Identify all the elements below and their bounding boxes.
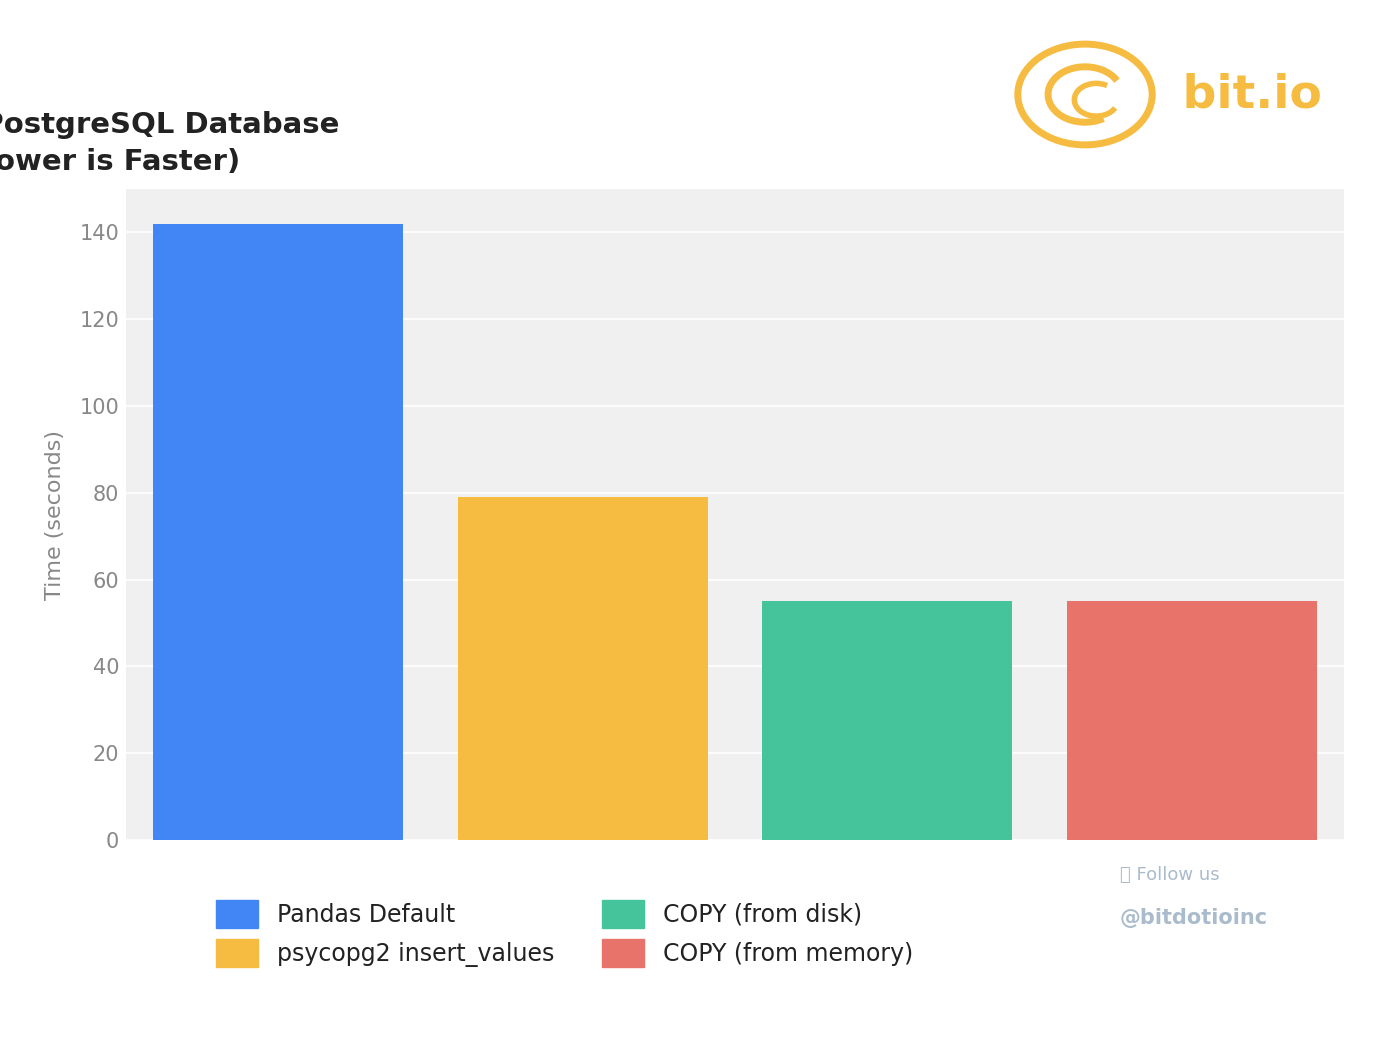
Y-axis label: Time (seconds): Time (seconds): [45, 429, 66, 600]
Bar: [763, 602, 1012, 840]
Text: Average Time to Populate a PostgreSQL Database
Table with 10 Million Rows (Lower: Average Time to Populate a PostgreSQL Da…: [0, 111, 339, 175]
Bar: [458, 497, 707, 840]
Text: @bitdotioinc: @bitdotioinc: [1120, 908, 1268, 928]
Bar: [1067, 602, 1316, 840]
Text: 🐦 Follow us: 🐦 Follow us: [1120, 866, 1219, 884]
Bar: [154, 224, 403, 840]
Legend: Pandas Default, psycopg2 insert_values, COPY (from disk), COPY (from memory): Pandas Default, psycopg2 insert_values, …: [206, 890, 923, 976]
Text: bit.io: bit.io: [1166, 72, 1322, 117]
